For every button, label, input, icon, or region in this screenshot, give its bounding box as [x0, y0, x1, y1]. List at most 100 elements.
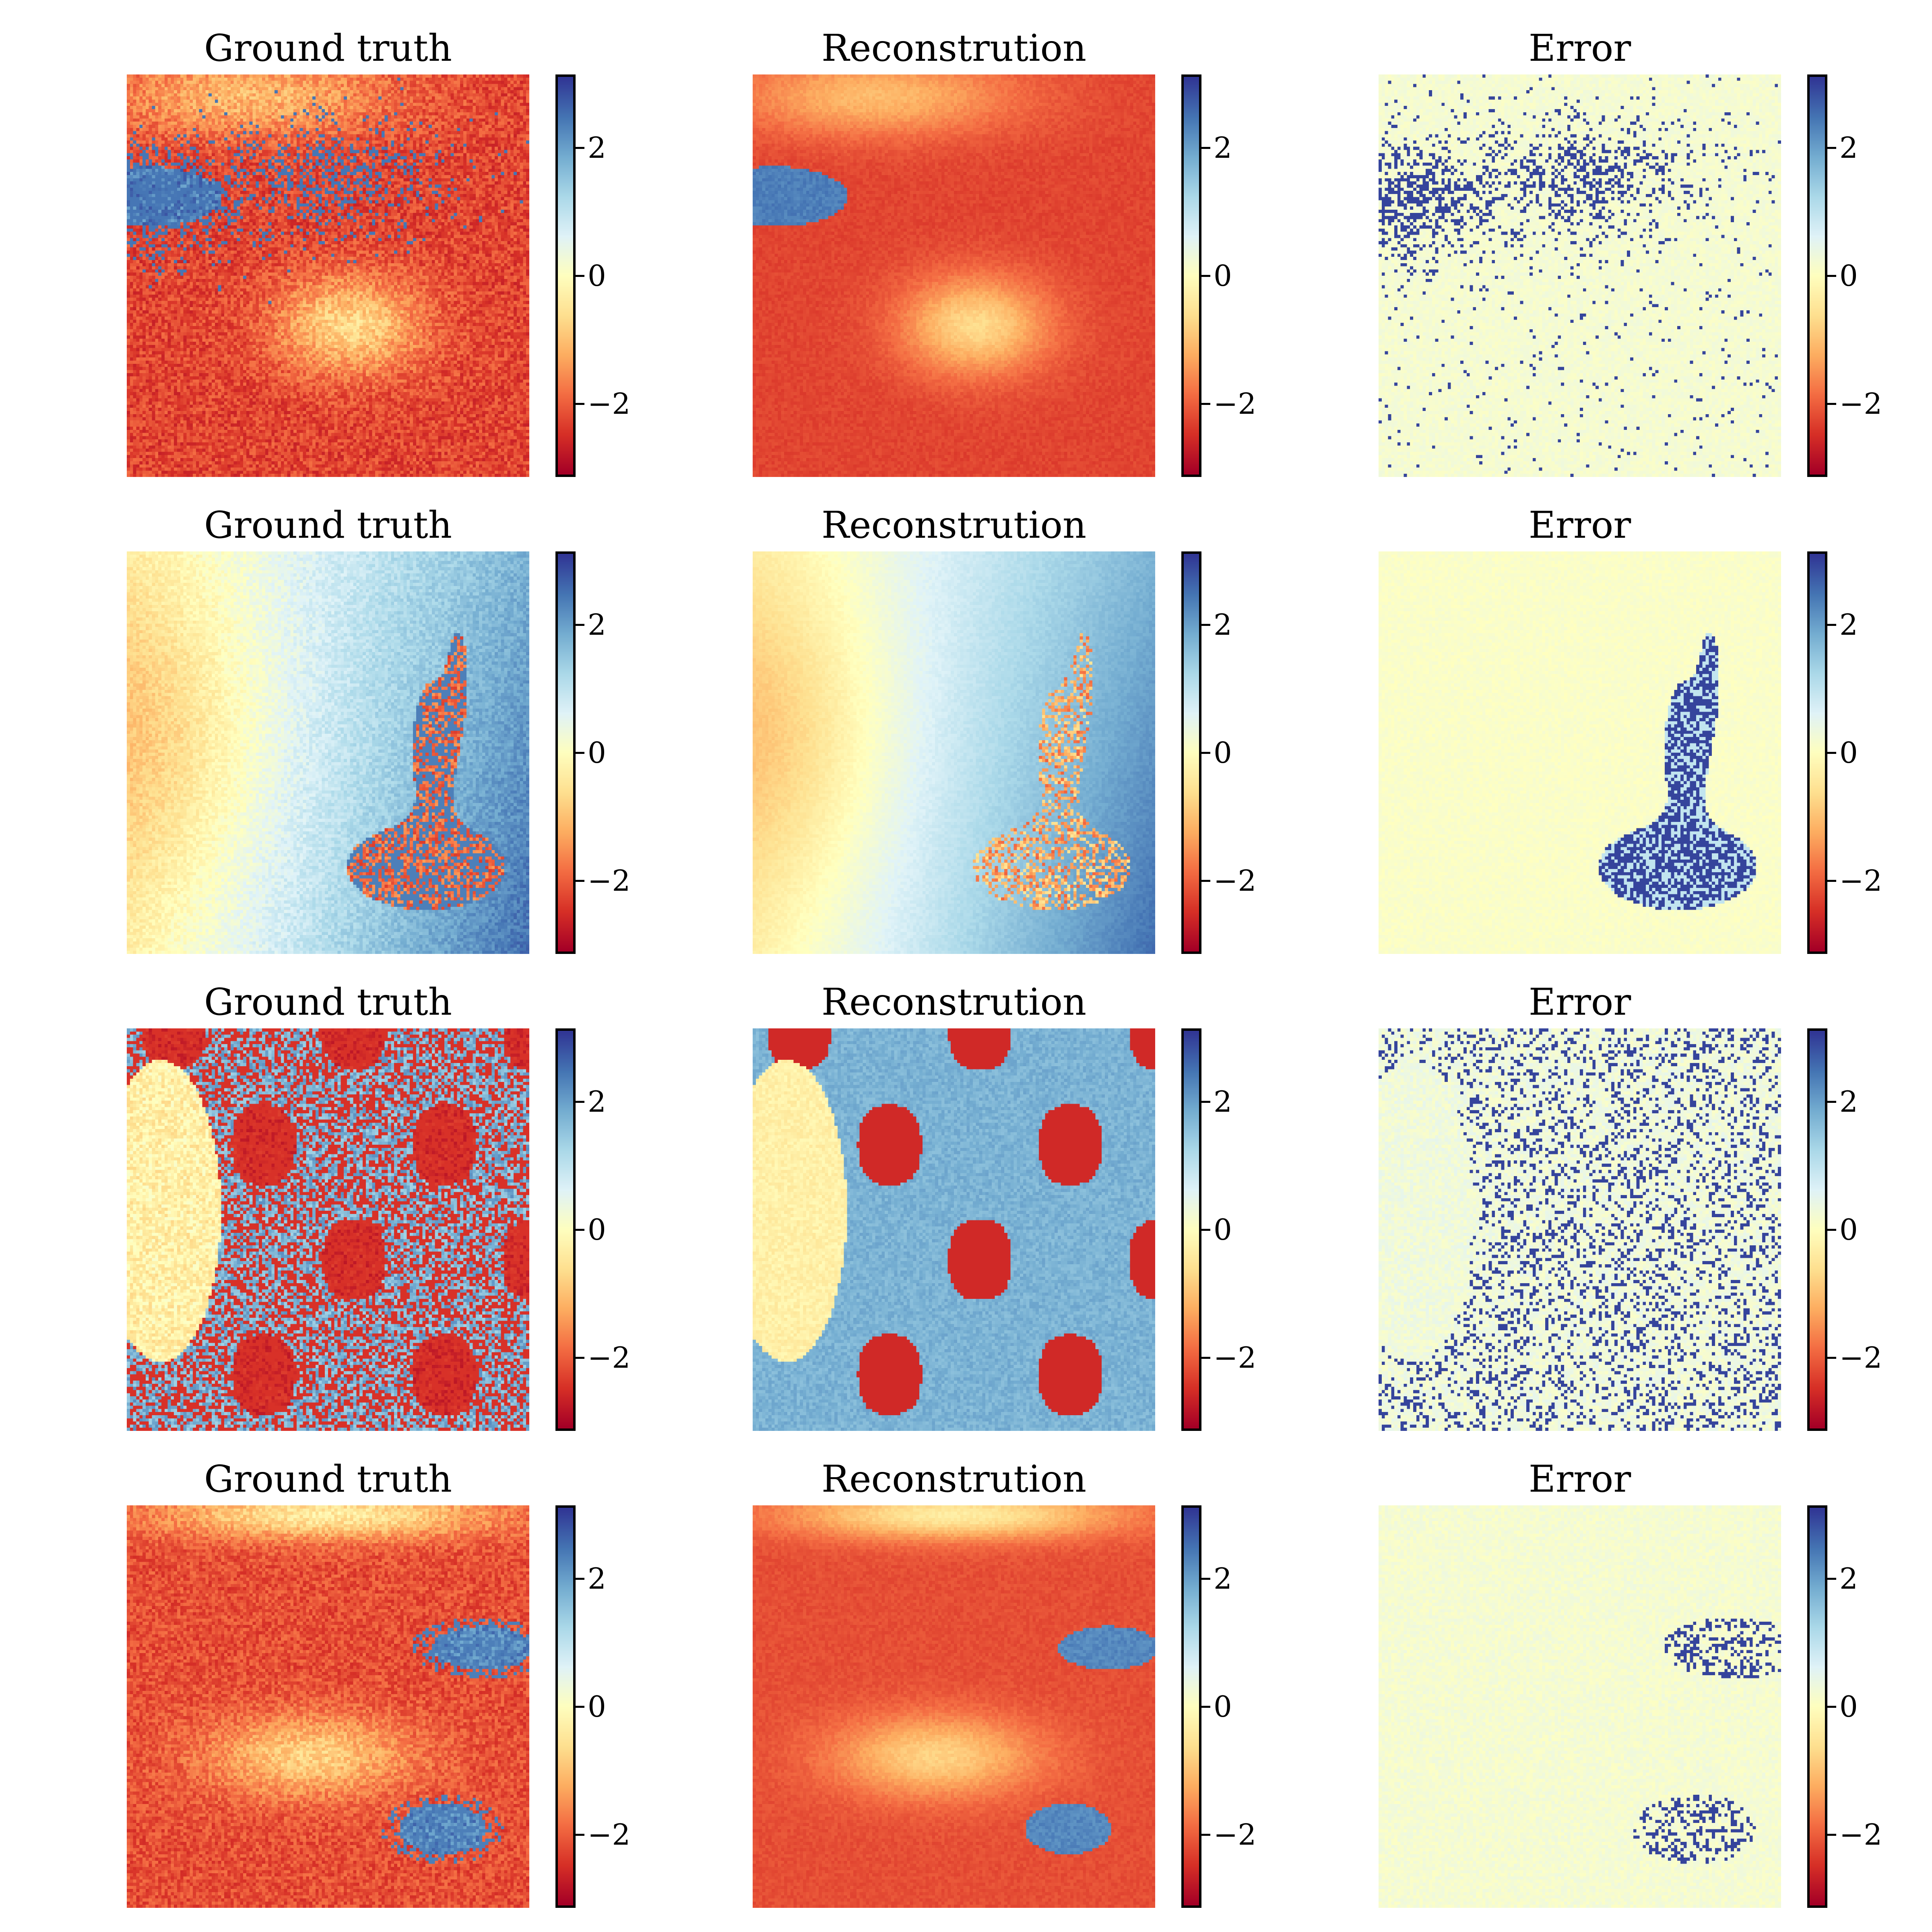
colorbar	[1807, 1028, 1827, 1431]
panel-r3-c2: Error 2 0 −2	[1379, 1455, 1910, 1908]
panel-title: Ground truth	[204, 1457, 452, 1501]
colorbar-tick	[1201, 1357, 1210, 1359]
colorbar-tick-label: 0	[1214, 736, 1232, 770]
colorbar-tick	[576, 752, 584, 754]
colorbar-tick	[576, 1577, 584, 1580]
colorbar-tick	[576, 1229, 584, 1231]
colorbar	[1807, 74, 1827, 477]
colorbar	[1181, 74, 1201, 477]
heatmap-image	[753, 1028, 1155, 1431]
colorbar	[1807, 1505, 1827, 1908]
colorbar-tick-label: 2	[1839, 1561, 1858, 1596]
colorbar-tick-label: 0	[588, 1213, 606, 1247]
colorbar-tick	[1827, 1357, 1836, 1359]
colorbar-tick-label: 2	[1214, 130, 1232, 165]
colorbar-tick-label: −2	[1839, 387, 1882, 421]
heatmap-image	[127, 551, 529, 954]
colorbar-tick	[576, 1357, 584, 1359]
colorbar-tick-label: 0	[588, 259, 606, 293]
colorbar-tick-label: 0	[1839, 1690, 1858, 1724]
panel-title: Error	[1528, 980, 1631, 1024]
panel-title: Error	[1528, 504, 1631, 547]
colorbar-tick	[1201, 623, 1210, 626]
panel-r0-c0: Ground truth 2 0 −2	[127, 24, 658, 477]
colorbar-tick-label: −2	[588, 387, 631, 421]
colorbar-tick-label: −2	[588, 864, 631, 898]
colorbar-tick	[1827, 1229, 1836, 1231]
panel-r0-c1: Reconstrution 2 0 −2	[753, 24, 1284, 477]
panel-r2-c2: Error 2 0 −2	[1379, 978, 1910, 1431]
colorbar-tick-label: 2	[1214, 1084, 1232, 1119]
colorbar	[555, 1028, 576, 1431]
colorbar-tick-label: 2	[588, 1561, 606, 1596]
panel-title: Error	[1528, 1457, 1631, 1501]
colorbar-tick-label: 2	[1839, 1084, 1858, 1119]
colorbar-tick-label: −2	[1214, 387, 1257, 421]
colorbar-tick	[1201, 1100, 1210, 1103]
colorbar-tick-label: 0	[588, 736, 606, 770]
colorbar-tick	[576, 1834, 584, 1836]
colorbar-tick	[1201, 275, 1210, 277]
heatmap-image	[1379, 74, 1781, 477]
colorbar-tick	[1827, 623, 1836, 626]
colorbar-tick	[576, 623, 584, 626]
colorbar-tick-label: −2	[588, 1818, 631, 1852]
colorbar-tick-label: −2	[1214, 1818, 1257, 1852]
colorbar	[1181, 551, 1201, 954]
panel-r1-c0: Ground truth 2 0 −2	[127, 501, 658, 954]
colorbar	[555, 74, 576, 477]
colorbar-tick	[576, 275, 584, 277]
colorbar	[555, 1505, 576, 1908]
heatmap-image	[127, 1028, 529, 1431]
colorbar-tick-label: 2	[1839, 607, 1858, 642]
colorbar-tick-label: 2	[1839, 130, 1858, 165]
colorbar-tick	[1827, 1577, 1836, 1580]
colorbar-tick	[1827, 403, 1836, 405]
heatmap-image	[127, 74, 529, 477]
colorbar-tick	[1201, 147, 1210, 149]
heatmap-image	[753, 1505, 1155, 1908]
panel-title: Ground truth	[204, 504, 452, 547]
colorbar-tick-label: 2	[1214, 607, 1232, 642]
colorbar-tick-label: 2	[1214, 1561, 1232, 1596]
colorbar-tick-label: −2	[588, 1341, 631, 1375]
colorbar-tick	[1201, 403, 1210, 405]
panel-r1-c2: Error 2 0 −2	[1379, 501, 1910, 954]
colorbar-tick-label: 0	[1214, 1213, 1232, 1247]
colorbar-tick	[1201, 1706, 1210, 1708]
colorbar-tick	[1827, 1100, 1836, 1103]
colorbar-tick-label: −2	[1214, 864, 1257, 898]
colorbar-tick	[1201, 1577, 1210, 1580]
heatmap-image	[753, 74, 1155, 477]
heatmap-image	[753, 551, 1155, 954]
colorbar-tick	[576, 403, 584, 405]
colorbar-tick	[1827, 147, 1836, 149]
colorbar-tick	[1827, 880, 1836, 882]
panel-title: Reconstrution	[821, 504, 1087, 547]
colorbar-tick-label: 2	[588, 1084, 606, 1119]
colorbar-tick	[1201, 880, 1210, 882]
colorbar-tick	[1827, 1834, 1836, 1836]
panel-title: Ground truth	[204, 27, 452, 70]
colorbar-tick-label: −2	[1214, 1341, 1257, 1375]
colorbar-tick	[1827, 752, 1836, 754]
colorbar-tick	[1201, 1834, 1210, 1836]
colorbar-tick	[576, 147, 584, 149]
panel-r1-c1: Reconstrution 2 0 −2	[753, 501, 1284, 954]
colorbar	[1181, 1505, 1201, 1908]
panel-r0-c2: Error 2 0 −2	[1379, 24, 1910, 477]
panel-r3-c1: Reconstrution 2 0 −2	[753, 1455, 1284, 1908]
panel-r2-c0: Ground truth 2 0 −2	[127, 978, 658, 1431]
colorbar	[555, 551, 576, 954]
colorbar-tick-label: −2	[1839, 1341, 1882, 1375]
colorbar-tick-label: 0	[1839, 736, 1858, 770]
panel-r3-c0: Ground truth 2 0 −2	[127, 1455, 658, 1908]
colorbar-tick	[1827, 275, 1836, 277]
heatmap-image	[1379, 1505, 1781, 1908]
colorbar-tick-label: 0	[1839, 259, 1858, 293]
panel-title: Ground truth	[204, 980, 452, 1024]
colorbar	[1181, 1028, 1201, 1431]
panel-title: Reconstrution	[821, 1457, 1087, 1501]
heatmap-image	[1379, 551, 1781, 954]
heatmap-image	[1379, 1028, 1781, 1431]
